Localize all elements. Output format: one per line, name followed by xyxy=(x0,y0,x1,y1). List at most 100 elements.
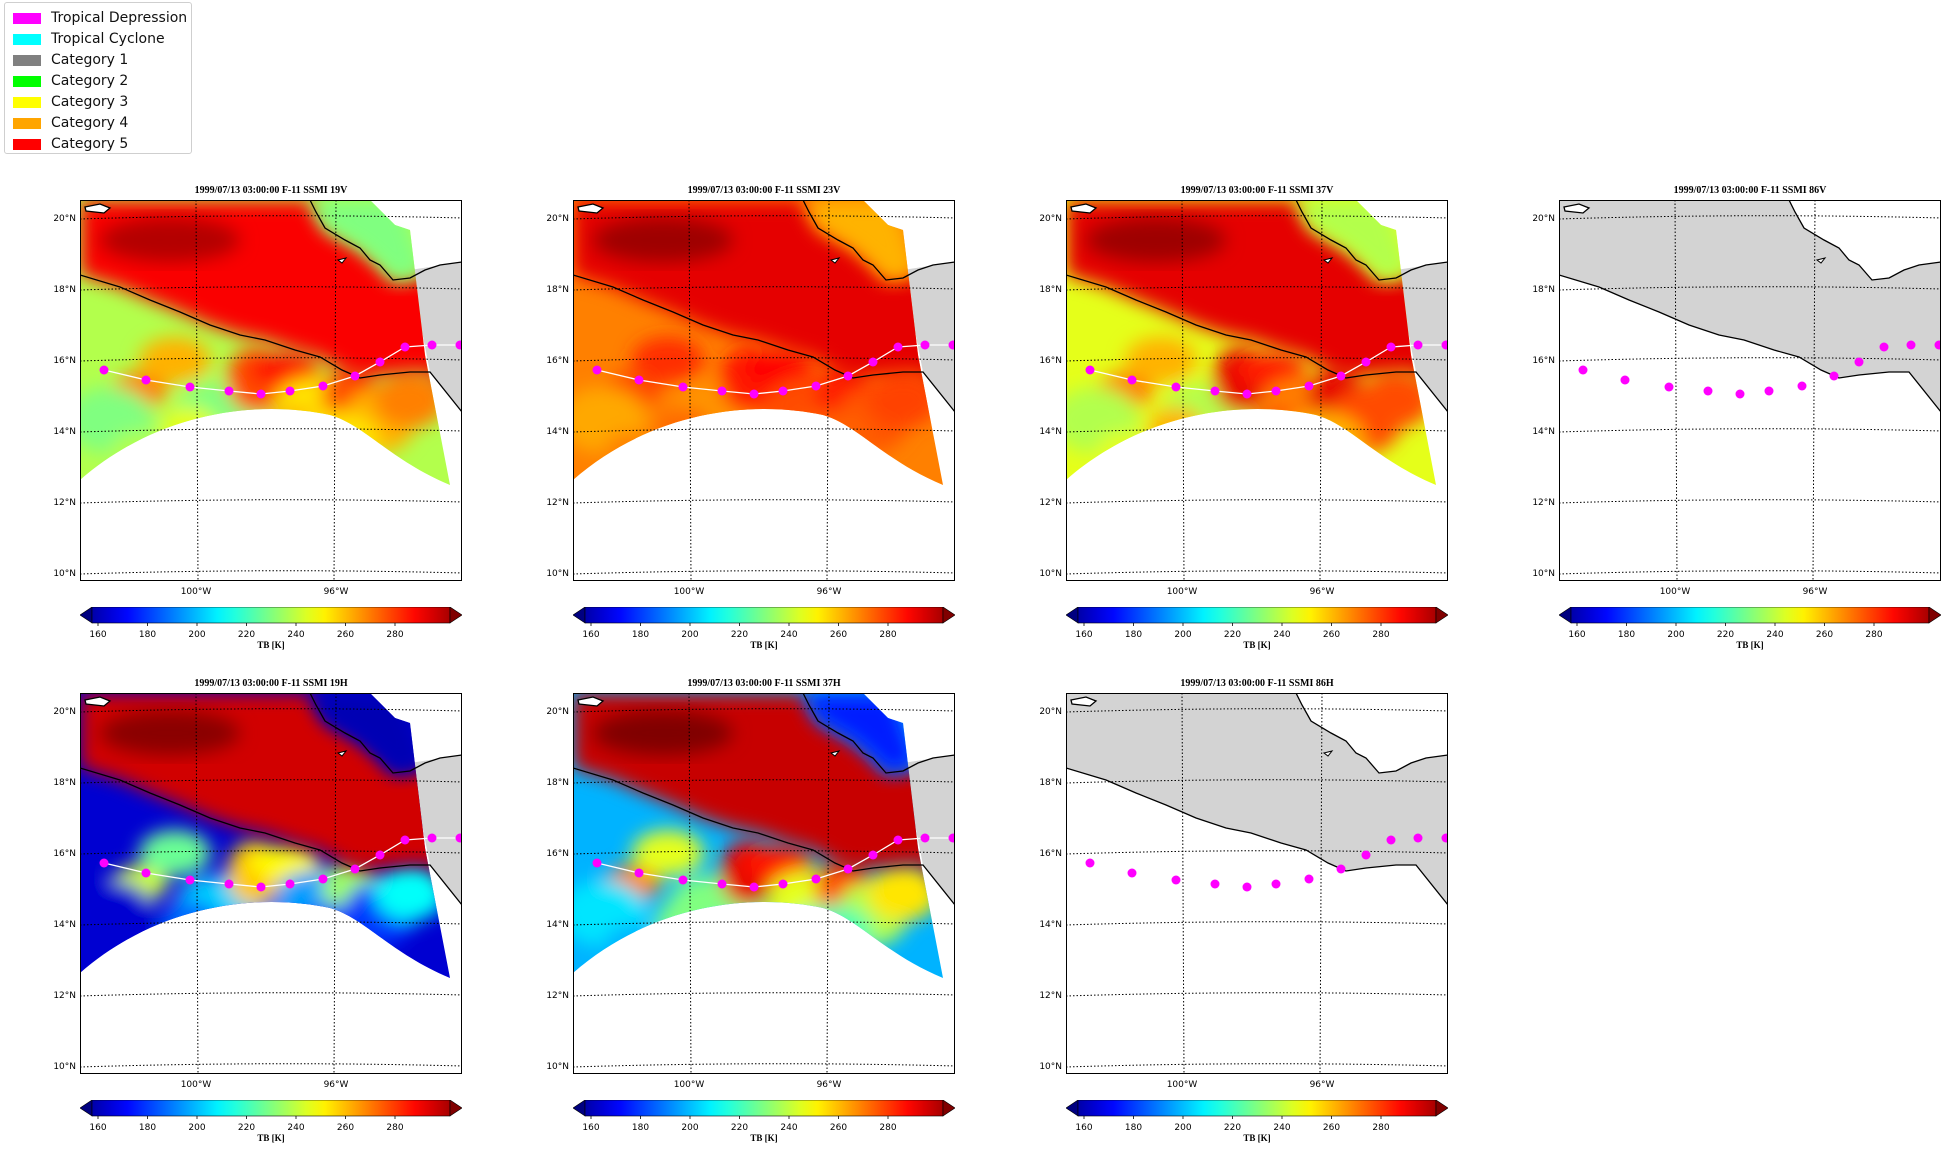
panel-title: 1999/07/13 03:00:00 F-11 SSMI 23V xyxy=(687,185,841,196)
colorbar-label: TB [K] xyxy=(1243,640,1271,650)
lon-tick-label: 100°W xyxy=(181,587,212,597)
map-panel: 1999/07/13 03:00:00 F-11 SSMI 19V 20°N 18°… xyxy=(53,185,480,665)
legend-item: Category 3 xyxy=(13,93,128,111)
legend-item: Tropical Depression xyxy=(13,9,187,27)
track-point xyxy=(256,882,266,892)
track-point xyxy=(1304,381,1314,391)
lat-tick-label: 14°N xyxy=(546,427,569,437)
legend-item: Category 4 xyxy=(13,114,128,132)
track-point xyxy=(1304,874,1314,884)
track-point xyxy=(592,858,602,868)
map-canvas: 20°N 18°N 16°N 14°N 12°N 10°N 100°W 96°W xyxy=(1532,200,1941,597)
track-point xyxy=(141,868,151,878)
track-point xyxy=(948,833,955,843)
legend-swatch xyxy=(13,138,41,150)
legend-label: Category 5 xyxy=(51,136,129,152)
panel-title: 1999/07/13 03:00:00 F-11 SSMI 37V xyxy=(1180,185,1334,196)
lon-tick-label: 100°W xyxy=(181,1080,212,1090)
colorbar-tick-label: 200 xyxy=(681,1123,698,1132)
lat-tick-label: 16°N xyxy=(546,356,569,366)
track-point xyxy=(843,864,853,874)
colorbar-label: TB [K] xyxy=(257,640,285,650)
colorbar-tick-label: 160 xyxy=(582,630,599,639)
lat-tick-label: 10°N xyxy=(53,569,76,579)
track-point xyxy=(893,342,903,352)
track-point xyxy=(1171,875,1181,885)
lat-tick-label: 18°N xyxy=(546,285,569,295)
legend-swatch xyxy=(13,75,41,87)
lat-tick-label: 16°N xyxy=(546,849,569,859)
lat-tick-label: 10°N xyxy=(546,1062,569,1072)
track-point xyxy=(1413,340,1423,350)
track-point xyxy=(427,833,437,843)
track-point xyxy=(1578,365,1588,375)
track-point xyxy=(1764,386,1774,396)
lat-tick-label: 14°N xyxy=(1039,427,1062,437)
track-point xyxy=(843,371,853,381)
lat-tick-label: 20°N xyxy=(1039,707,1062,717)
track-point xyxy=(285,879,295,889)
lat-tick-label: 14°N xyxy=(1039,920,1062,930)
track-point xyxy=(1361,357,1371,367)
track-point xyxy=(141,375,151,385)
lat-tick-label: 12°N xyxy=(53,498,76,508)
colorbar-tick-label: 220 xyxy=(731,630,748,639)
colorbar: 160 180 200 220 240 260 280 xyxy=(1559,607,1941,639)
colorbar-tick-label: 260 xyxy=(1323,630,1340,639)
colorbar-tick-label: 240 xyxy=(1273,630,1290,639)
track-point xyxy=(811,874,821,884)
colorbar-tick-label: 280 xyxy=(1865,630,1882,639)
legend-swatch xyxy=(13,117,41,129)
map-canvas: 20°N 18°N 16°N 14°N 12°N 10°N 100°W 96°W xyxy=(1039,693,1448,1090)
colorbar-tick-label: 180 xyxy=(632,630,649,639)
lat-tick-label: 20°N xyxy=(53,707,76,717)
colorbar-tick-label: 260 xyxy=(337,630,354,639)
track-point xyxy=(678,382,688,392)
map-panel: 1999/07/13 03:00:00 F-11 SSMI 37H 20°N 18°… xyxy=(546,678,973,1158)
colorbar-label: TB [K] xyxy=(750,640,778,650)
colorbar-tick-label: 180 xyxy=(1125,1123,1142,1132)
legend-swatch xyxy=(13,12,41,24)
lon-tick-label: 96°W xyxy=(817,587,842,597)
track-point xyxy=(99,365,109,375)
colorbar: 160 180 200 220 240 260 280 xyxy=(80,1100,462,1132)
lon-tick-label: 96°W xyxy=(324,587,349,597)
lon-tick-label: 100°W xyxy=(1660,587,1691,597)
colorbar-tick-label: 180 xyxy=(1618,630,1635,639)
lat-tick-label: 20°N xyxy=(546,214,569,224)
lat-tick-label: 16°N xyxy=(1039,356,1062,366)
track-point xyxy=(1271,879,1281,889)
track-point xyxy=(868,357,878,367)
track-point xyxy=(678,875,688,885)
colorbar-tick-label: 220 xyxy=(731,1123,748,1132)
track-point xyxy=(1210,386,1220,396)
panel-title: 1999/07/13 03:00:00 F-11 SSMI 19H xyxy=(194,678,348,689)
colorbar-tick-label: 220 xyxy=(238,1123,255,1132)
track-point xyxy=(427,340,437,350)
track-point xyxy=(185,382,195,392)
track-point xyxy=(634,375,644,385)
track-point xyxy=(778,386,788,396)
track-point xyxy=(717,386,727,396)
lat-tick-label: 12°N xyxy=(546,991,569,1001)
lat-tick-label: 18°N xyxy=(546,778,569,788)
track-point xyxy=(868,850,878,860)
lon-tick-label: 96°W xyxy=(817,1080,842,1090)
lat-tick-label: 12°N xyxy=(1039,498,1062,508)
track-point xyxy=(350,864,360,874)
track-point xyxy=(400,342,410,352)
lat-tick-label: 14°N xyxy=(53,920,76,930)
lat-tick-label: 20°N xyxy=(1039,214,1062,224)
colorbar-tick-label: 180 xyxy=(139,630,156,639)
map-canvas: 20°N 18°N 16°N 14°N 12°N 10°N 100°W 96°W xyxy=(1039,200,1448,597)
map-panel: 1999/07/13 03:00:00 F-11 SSMI 86V 20°N 18°… xyxy=(1532,185,1947,665)
legend-label: Category 1 xyxy=(51,52,129,68)
lon-tick-label: 96°W xyxy=(1310,587,1335,597)
track-point xyxy=(1703,386,1713,396)
colorbar-label: TB [K] xyxy=(1243,1133,1271,1143)
colorbar-tick-label: 260 xyxy=(337,1123,354,1132)
colorbar: 160 180 200 220 240 260 280 xyxy=(80,607,462,639)
lat-tick-label: 10°N xyxy=(546,569,569,579)
map-panel: 1999/07/13 03:00:00 F-11 SSMI 23V 20°N 18°… xyxy=(546,185,973,665)
panel-title: 1999/07/13 03:00:00 F-11 SSMI 19V xyxy=(194,185,348,196)
